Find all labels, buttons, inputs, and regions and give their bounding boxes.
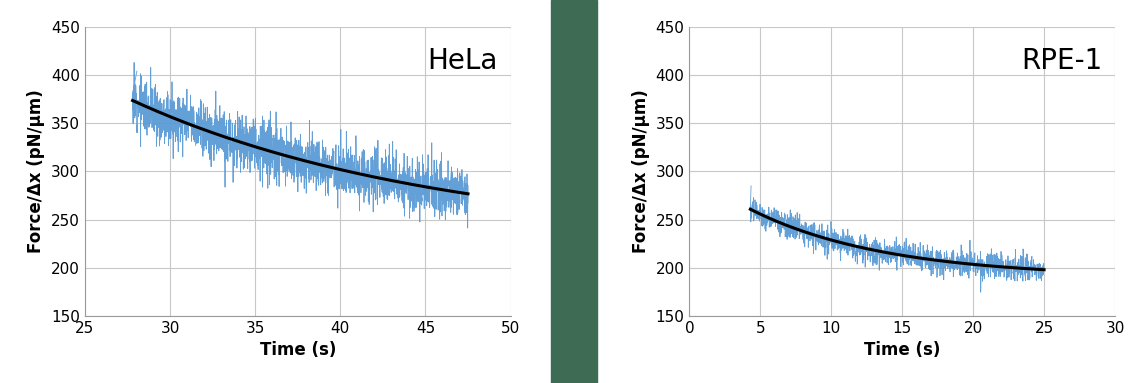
X-axis label: Time (s): Time (s) (259, 341, 336, 359)
Text: RPE-1: RPE-1 (1021, 47, 1103, 75)
X-axis label: Time (s): Time (s) (864, 341, 941, 359)
Y-axis label: Force/Δx (pN/μm): Force/Δx (pN/μm) (632, 90, 650, 253)
Y-axis label: Force/Δx (pN/μm): Force/Δx (pN/μm) (27, 90, 45, 253)
Text: HeLa: HeLa (428, 47, 498, 75)
